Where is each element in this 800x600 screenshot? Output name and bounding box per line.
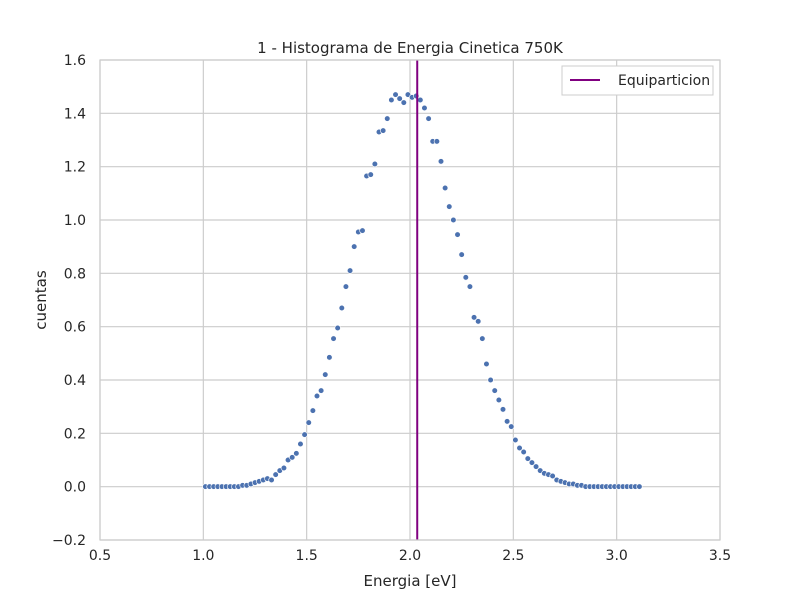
- data-point: [421, 104, 428, 112]
- data-point: [289, 454, 296, 461]
- y-tick-label: −0.2: [52, 533, 86, 549]
- data-point: [396, 95, 403, 102]
- data-point: [326, 354, 333, 361]
- data-point: [301, 431, 308, 438]
- data-point: [392, 91, 399, 98]
- data-point: [280, 464, 288, 472]
- data-points: [202, 91, 643, 490]
- tick-labels: 0.5 1.0 1.5 2.0 2.5 3.0 3.5 −0.2 0.0 0.2 0.4 0.6 0.8…: [52, 53, 731, 564]
- data-point: [425, 115, 432, 122]
- x-axis-title: Energia [eV]: [364, 572, 457, 590]
- y-tick-label: 1.4: [64, 106, 86, 122]
- data-point: [359, 227, 366, 234]
- data-point: [433, 138, 440, 145]
- data-point: [268, 476, 275, 484]
- data-point: [334, 324, 341, 332]
- data-point: [384, 115, 391, 122]
- x-tick-label: 0.5: [89, 548, 111, 564]
- data-point: [293, 450, 300, 457]
- data-point: [446, 203, 453, 210]
- y-tick-label: 1.6: [64, 53, 86, 69]
- x-tick-label: 3.0: [606, 548, 628, 564]
- data-point: [487, 376, 494, 384]
- data-point: [520, 448, 527, 456]
- plot-frame: [99, 59, 721, 541]
- data-point: [508, 423, 515, 430]
- data-point: [351, 243, 358, 250]
- legend: Equiparticion: [561, 65, 714, 96]
- legend-label: Equiparticion: [618, 73, 710, 89]
- x-tick-label: 2.0: [399, 548, 421, 564]
- data-point: [512, 436, 519, 444]
- data-point: [466, 283, 474, 290]
- data-point: [504, 418, 511, 425]
- y-tick-label: 0.8: [64, 266, 86, 282]
- data-point: [272, 471, 279, 478]
- data-point: [338, 304, 345, 312]
- data-point: [528, 459, 536, 466]
- data-point: [305, 419, 312, 426]
- data-point: [495, 396, 502, 404]
- data-point: [417, 96, 424, 104]
- data-point: [636, 483, 643, 490]
- data-point: [532, 463, 540, 470]
- data-point: [380, 127, 387, 134]
- data-point: [479, 335, 486, 342]
- data-point: [483, 360, 490, 368]
- data-point: [462, 274, 469, 281]
- y-tick-label: 0.4: [64, 373, 86, 389]
- data-point: [400, 99, 407, 106]
- y-tick-label: 1.0: [64, 213, 86, 229]
- data-point: [367, 171, 374, 178]
- data-point: [458, 251, 465, 258]
- data-point: [309, 407, 316, 414]
- data-point: [313, 392, 321, 400]
- x-tick-label: 3.5: [709, 548, 731, 564]
- data-point: [470, 314, 478, 321]
- data-point: [371, 160, 378, 168]
- y-tick-label: 0.6: [64, 320, 86, 336]
- chart-title: 1 - Histograma de Energia Cinetica 750K: [257, 39, 564, 57]
- data-point: [322, 371, 329, 378]
- data-point: [442, 184, 449, 192]
- x-tick-label: 1.0: [192, 548, 214, 564]
- data-point: [346, 267, 354, 274]
- data-point: [318, 387, 325, 394]
- y-tick-label: 1.2: [64, 160, 86, 176]
- data-point: [450, 216, 457, 224]
- data-point: [499, 406, 507, 413]
- data-point: [516, 444, 523, 452]
- data-point: [330, 335, 337, 342]
- data-point: [491, 387, 498, 394]
- data-point: [454, 231, 461, 238]
- data-point: [297, 440, 304, 448]
- y-tick-label: 0.2: [64, 426, 86, 442]
- data-point: [524, 455, 531, 462]
- data-point: [549, 472, 556, 480]
- y-tick-label: 0.0: [64, 480, 86, 496]
- x-tick-label: 2.5: [502, 548, 524, 564]
- data-point: [437, 158, 445, 165]
- y-axis-title: cuentas: [32, 270, 50, 330]
- data-point: [475, 318, 482, 325]
- x-tick-label: 1.5: [296, 548, 318, 564]
- data-point: [388, 96, 395, 104]
- data-point: [342, 283, 350, 290]
